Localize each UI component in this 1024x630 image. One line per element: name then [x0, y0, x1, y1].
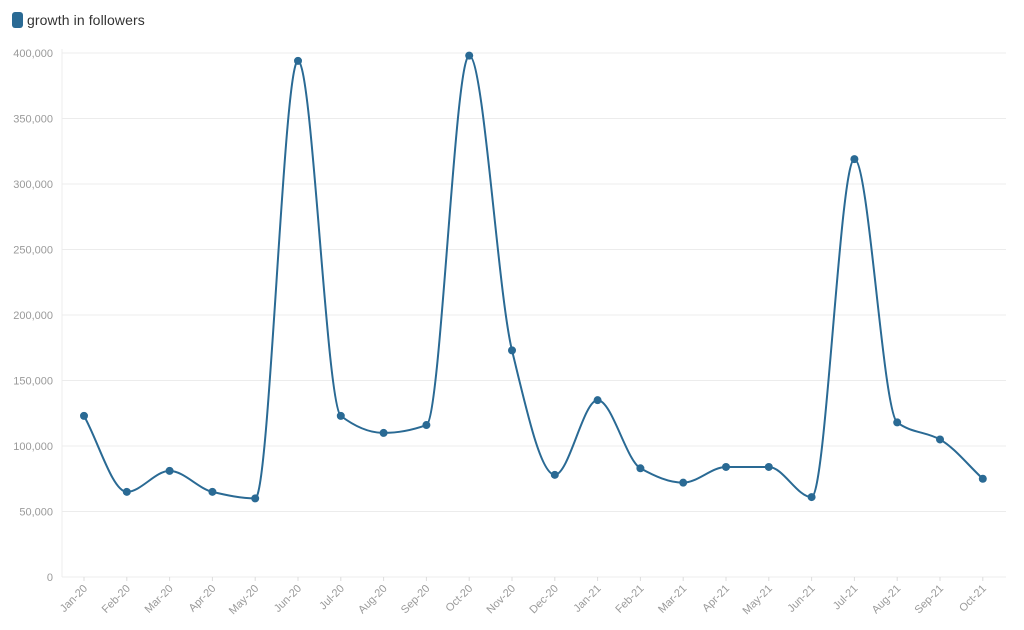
- data-point[interactable]: [122, 487, 131, 496]
- data-point[interactable]: [679, 478, 688, 487]
- data-point[interactable]: [593, 396, 602, 405]
- data-point[interactable]: [208, 487, 217, 496]
- x-tick-label: Sep-21: [913, 583, 947, 617]
- y-tick-label: 350,000: [13, 114, 53, 126]
- x-tick-label: Jul-20: [317, 583, 347, 613]
- x-tick-label: Aug-20: [356, 583, 390, 617]
- x-tick-label: Oct-20: [443, 583, 475, 615]
- x-tick-label: Sep-20: [399, 583, 433, 617]
- data-point[interactable]: [893, 418, 902, 427]
- y-tick-label: 50,000: [19, 507, 53, 519]
- x-tick-label: Apr-21: [700, 583, 732, 615]
- data-point[interactable]: [550, 470, 559, 479]
- data-point[interactable]: [422, 421, 431, 430]
- x-tick-label: Aug-21: [870, 583, 904, 617]
- x-tick-label: Mar-21: [656, 583, 689, 616]
- x-tick-label: Jun-21: [785, 583, 817, 615]
- data-point[interactable]: [978, 474, 987, 483]
- series-line-layer: [83, 54, 984, 500]
- data-point[interactable]: [764, 462, 773, 471]
- data-point[interactable]: [636, 464, 645, 473]
- data-point[interactable]: [165, 466, 174, 475]
- series-line-growth-in-followers: [83, 54, 984, 500]
- x-tick-label: Apr-20: [187, 583, 219, 615]
- data-point[interactable]: [936, 435, 944, 444]
- data-point[interactable]: [251, 494, 260, 503]
- data-point[interactable]: [379, 428, 388, 437]
- data-point[interactable]: [850, 155, 859, 164]
- legend-label: growth in followers: [27, 12, 145, 28]
- grid-lines: [61, 49, 1006, 578]
- data-point[interactable]: [807, 493, 816, 502]
- legend-swatch: [12, 12, 23, 28]
- y-tick-label: 200,000: [13, 310, 53, 322]
- x-tick-label: Dec-20: [527, 583, 561, 617]
- y-tick-label: 400,000: [13, 48, 53, 60]
- x-tick-label: Feb-21: [613, 583, 646, 616]
- y-tick-label: 100,000: [13, 441, 53, 453]
- x-tick-label: Jul-21: [831, 583, 861, 613]
- x-tick-label: Mar-20: [143, 583, 176, 616]
- x-tick-label: Jun-20: [272, 583, 304, 615]
- x-tick-label: Oct-21: [957, 583, 989, 615]
- x-tick-label: May-20: [227, 583, 261, 617]
- x-tick-label: May-21: [740, 583, 774, 617]
- y-tick-label: 0: [47, 572, 53, 584]
- data-point[interactable]: [336, 411, 345, 420]
- data-point[interactable]: [80, 411, 88, 420]
- data-point[interactable]: [722, 462, 730, 471]
- data-point[interactable]: [508, 346, 516, 355]
- x-axis-ticks: Jan-20 Feb-20 Mar-20 Apr-20 May-20 Jun-20 Jul-…: [58, 577, 989, 617]
- series-points-layer: [80, 51, 987, 503]
- y-tick-label: 300,000: [13, 179, 53, 191]
- x-tick-label: Nov-20: [485, 583, 519, 617]
- x-tick-label: Jan-20: [58, 583, 90, 615]
- data-point[interactable]: [294, 56, 302, 65]
- y-tick-label: 150,000: [13, 376, 53, 388]
- y-axis-ticks: 0 50,000 100,000 150,000 200,000 250,000 300,0…: [13, 48, 53, 584]
- legend-item-growth-in-followers[interactable]: growth in followers: [12, 12, 145, 28]
- y-tick-label: 250,000: [13, 245, 53, 257]
- x-tick-label: Feb-20: [100, 583, 133, 616]
- x-tick-label: Jan-21: [571, 583, 603, 615]
- data-point[interactable]: [465, 51, 474, 60]
